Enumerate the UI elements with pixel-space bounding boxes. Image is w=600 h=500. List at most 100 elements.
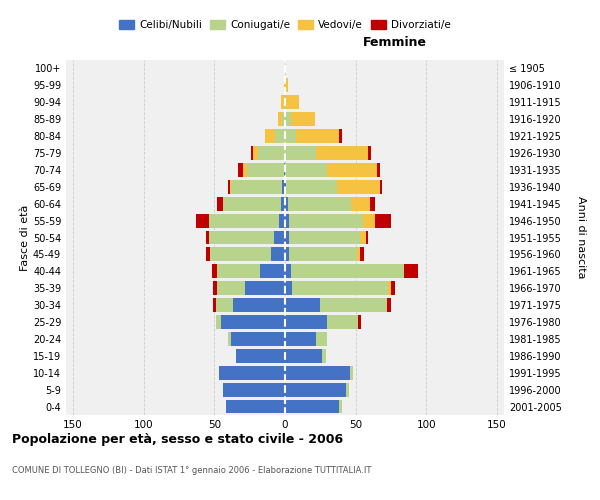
Bar [296,129,338,143]
Bar [265,129,275,143]
Bar [284,163,285,177]
Bar [238,163,242,177]
Bar [230,180,232,194]
Bar [377,163,380,177]
Bar [380,180,382,194]
Bar [229,332,232,346]
Bar [350,366,353,380]
Bar [285,298,320,312]
Bar [391,282,395,295]
Bar [281,96,284,109]
Bar [275,129,285,143]
Bar [286,180,337,194]
Bar [210,248,271,262]
Bar [360,248,364,262]
Bar [282,180,285,194]
Bar [368,146,371,160]
Bar [290,112,314,126]
Bar [284,78,285,92]
Bar [258,146,285,160]
Bar [360,230,365,244]
Bar [328,315,358,329]
Bar [285,96,286,109]
Bar [338,129,341,143]
Bar [206,230,209,244]
Bar [404,264,418,278]
Bar [212,264,217,278]
Bar [346,382,349,396]
Bar [285,78,288,92]
Bar [196,214,209,228]
Bar [285,282,292,295]
Y-axis label: Anni di nascita: Anni di nascita [575,196,586,279]
Bar [285,400,338,413]
Bar [247,163,284,177]
Bar [278,112,282,126]
Bar [316,332,328,346]
Bar [285,214,289,228]
Bar [352,197,370,210]
Bar [316,146,368,160]
Bar [223,382,285,396]
Bar [285,129,296,143]
Bar [217,264,260,278]
Bar [260,264,285,278]
Bar [232,332,285,346]
Bar [285,382,346,396]
Text: Popolazione per età, sesso e stato civile - 2006: Popolazione per età, sesso e stato civil… [12,432,343,446]
Bar [338,400,341,413]
Bar [253,146,258,160]
Bar [387,298,391,312]
Legend: Celibi/Nubili, Coniugati/e, Vedovi/e, Divorziati/e: Celibi/Nubili, Coniugati/e, Vedovi/e, Di… [115,16,455,34]
Bar [218,366,285,380]
Bar [223,197,281,210]
Bar [213,282,217,295]
Bar [285,332,316,346]
Bar [286,96,299,109]
Bar [285,197,288,210]
Bar [213,298,216,312]
Bar [285,163,328,177]
Bar [209,230,274,244]
Bar [285,146,316,160]
Bar [221,315,285,329]
Bar [274,230,285,244]
Bar [280,214,285,228]
Bar [281,197,285,210]
Bar [217,282,245,295]
Bar [370,197,376,210]
Bar [285,349,322,363]
Bar [365,230,368,244]
Bar [320,298,387,312]
Bar [363,214,376,228]
Bar [251,146,253,160]
Bar [337,180,380,194]
Text: Femmine: Femmine [362,36,427,50]
Bar [226,400,285,413]
Bar [242,163,247,177]
Bar [285,230,289,244]
Bar [358,315,361,329]
Bar [216,315,221,329]
Bar [285,112,290,126]
Bar [289,214,363,228]
Bar [357,248,360,262]
Text: COMUNE DI TOLLEGNO (BI) - Dati ISTAT 1° gennaio 2006 - Elaborazione TUTTITALIA.I: COMUNE DI TOLLEGNO (BI) - Dati ISTAT 1° … [12,466,371,475]
Bar [322,349,326,363]
Bar [206,248,210,262]
Bar [209,214,280,228]
Bar [282,112,285,126]
Bar [285,315,328,329]
Bar [328,163,377,177]
Bar [290,264,404,278]
Bar [285,264,290,278]
Bar [285,248,289,262]
Bar [217,197,223,210]
Bar [229,180,230,194]
Bar [245,282,285,295]
Bar [232,180,282,194]
Bar [285,366,350,380]
Bar [289,230,360,244]
Bar [376,214,391,228]
Bar [388,282,391,295]
